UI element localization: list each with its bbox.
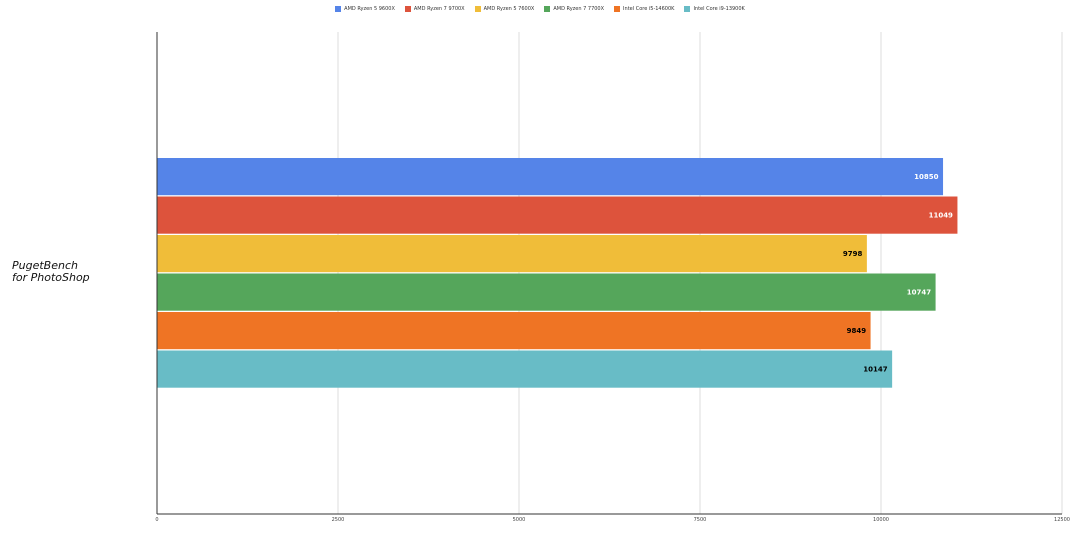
bar-5[interactable] xyxy=(157,350,893,388)
x-tick-label-0: 0 xyxy=(155,517,158,523)
legend-item-4[interactable]: Intel Core i5-14600K xyxy=(614,6,674,12)
legend-label-1: AMD Ryzen 7 9700X xyxy=(413,6,465,12)
legend-label-0: AMD Ryzen 5 9600X xyxy=(344,6,395,12)
bar-value-label-4: 9849 xyxy=(847,327,867,335)
bar-1[interactable] xyxy=(157,196,958,234)
x-tick-label-3: 7500 xyxy=(694,517,707,523)
legend-item-1[interactable]: AMD Ryzen 7 9700X xyxy=(404,6,465,12)
legend-label-4: Intel Core i5-14600K xyxy=(623,6,675,12)
legend-swatch-1 xyxy=(404,6,411,12)
bar-2[interactable] xyxy=(157,235,867,273)
legend-swatch-0 xyxy=(335,6,342,12)
x-tick-label-1: 2500 xyxy=(332,517,345,523)
legend-swatch-2 xyxy=(474,6,481,12)
category-label-line-1: PugetBench xyxy=(12,259,78,272)
legend: AMD Ryzen 5 9600X AMD Ryzen 7 9700X AMD Ry… xyxy=(0,6,1080,12)
bar-value-label-0: 10850 xyxy=(914,173,938,181)
bar-3[interactable] xyxy=(157,273,936,311)
legend-label-5: Intel Core i9-13900K xyxy=(693,6,745,12)
bar-0[interactable] xyxy=(157,158,944,196)
bar-4[interactable] xyxy=(157,312,871,350)
legend-item-0[interactable]: AMD Ryzen 5 9600X xyxy=(335,6,395,12)
bar-value-label-5: 10147 xyxy=(863,366,887,374)
x-tick-label-5: 12500 xyxy=(1054,517,1070,523)
x-tick-label-2: 5000 xyxy=(513,517,526,523)
legend-label-3: AMD Ryzen 7 7700X xyxy=(553,6,605,12)
bar-value-label-2: 9798 xyxy=(843,250,863,258)
legend-swatch-5 xyxy=(684,6,691,12)
bar-value-label-3: 10747 xyxy=(907,289,931,297)
legend-swatch-4 xyxy=(614,6,621,12)
x-tick-label-4: 10000 xyxy=(873,517,889,523)
bar-value-label-1: 11049 xyxy=(929,212,953,220)
legend-item-3[interactable]: AMD Ryzen 7 7700X xyxy=(544,6,604,12)
legend-item-5[interactable]: Intel Core i9-13900K xyxy=(684,6,745,12)
legend-swatch-3 xyxy=(544,6,551,12)
category-label: PugetBench for PhotoShop xyxy=(12,260,90,284)
category-label-line-2: for PhotoShop xyxy=(12,271,90,284)
legend-label-2: AMD Ryzen 5 7600X xyxy=(483,6,535,12)
legend-item-2[interactable]: AMD Ryzen 5 7600X xyxy=(474,6,535,12)
